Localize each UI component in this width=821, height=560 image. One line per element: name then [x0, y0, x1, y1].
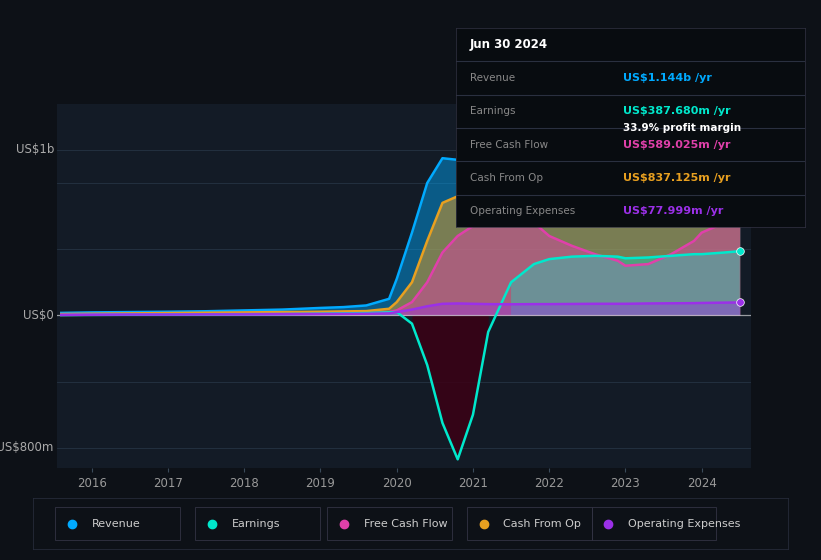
Text: US$589.025m /yr: US$589.025m /yr: [623, 139, 731, 150]
Text: US$1.144b /yr: US$1.144b /yr: [623, 73, 712, 83]
Text: Jun 30 2024: Jun 30 2024: [470, 39, 548, 52]
Text: Earnings: Earnings: [470, 106, 515, 116]
Text: Cash From Op: Cash From Op: [503, 519, 581, 529]
Text: Cash From Op: Cash From Op: [470, 173, 543, 183]
Text: Earnings: Earnings: [232, 519, 280, 529]
Text: US$387.680m /yr: US$387.680m /yr: [623, 106, 731, 116]
Text: US$0: US$0: [23, 309, 54, 322]
Text: US$837.125m /yr: US$837.125m /yr: [623, 173, 731, 183]
Text: Operating Expenses: Operating Expenses: [628, 519, 741, 529]
Text: Free Cash Flow: Free Cash Flow: [364, 519, 447, 529]
Text: US$1b: US$1b: [16, 143, 54, 156]
Text: US$77.999m /yr: US$77.999m /yr: [623, 206, 723, 216]
Text: -US$800m: -US$800m: [0, 441, 54, 454]
Text: 33.9% profit margin: 33.9% profit margin: [623, 123, 741, 133]
Text: Free Cash Flow: Free Cash Flow: [470, 139, 548, 150]
Text: Operating Expenses: Operating Expenses: [470, 206, 575, 216]
Text: Revenue: Revenue: [92, 519, 140, 529]
Text: Revenue: Revenue: [470, 73, 515, 83]
